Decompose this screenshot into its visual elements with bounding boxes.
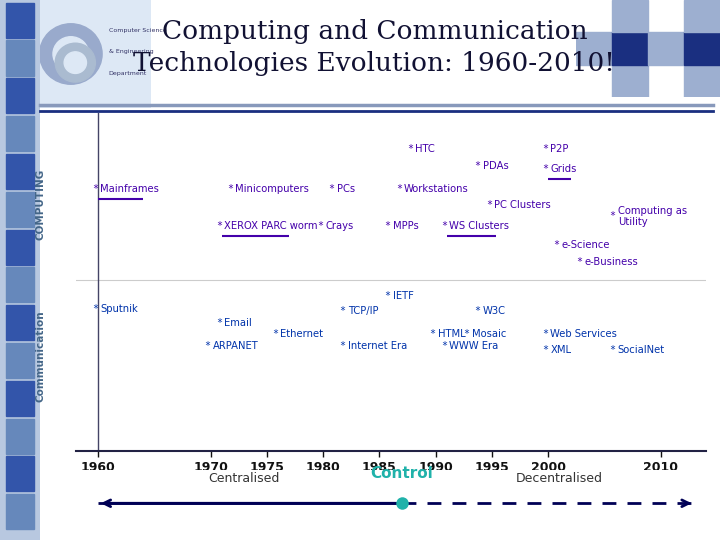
- Bar: [648, 32, 684, 65]
- Text: *: *: [474, 306, 480, 316]
- Text: *: *: [396, 184, 402, 194]
- Text: Decentralised: Decentralised: [516, 472, 603, 485]
- Bar: [612, 32, 648, 65]
- Text: Technologies Evolution: 1960-2010!: Technologies Evolution: 1960-2010!: [133, 51, 616, 76]
- Circle shape: [40, 24, 102, 84]
- Text: *: *: [610, 211, 616, 221]
- Text: *: *: [441, 341, 447, 352]
- Text: *: *: [216, 221, 222, 232]
- Text: Department: Department: [109, 71, 147, 76]
- Text: *: *: [92, 184, 98, 194]
- Bar: [6, 494, 34, 529]
- Text: ARPANET: ARPANET: [213, 341, 258, 352]
- Text: XML: XML: [550, 345, 572, 355]
- Text: SocialNet: SocialNet: [618, 345, 665, 355]
- Bar: [6, 40, 34, 76]
- Text: Sputnik: Sputnik: [100, 304, 138, 314]
- Text: Minicomputers: Minicomputers: [235, 184, 309, 194]
- Text: PDAs: PDAs: [483, 161, 508, 171]
- Text: *: *: [216, 318, 222, 328]
- Text: & Engineering: & Engineering: [109, 49, 153, 55]
- Text: WS Clusters: WS Clusters: [449, 221, 509, 232]
- Text: *: *: [328, 184, 334, 194]
- Bar: [6, 78, 34, 113]
- Text: Internet Era: Internet Era: [348, 341, 407, 352]
- Circle shape: [55, 43, 95, 82]
- Bar: [6, 3, 34, 38]
- Text: *: *: [272, 329, 278, 340]
- Bar: [612, 0, 648, 32]
- Text: IETF: IETF: [393, 291, 414, 301]
- Bar: [6, 192, 34, 227]
- Text: HTML: HTML: [438, 329, 465, 340]
- Text: Mosaic: Mosaic: [472, 329, 506, 340]
- Text: e-Business: e-Business: [584, 257, 638, 267]
- Text: PCs: PCs: [336, 184, 355, 194]
- Text: *: *: [542, 144, 548, 154]
- Text: *: *: [384, 291, 390, 301]
- Text: Ethernet: Ethernet: [280, 329, 323, 340]
- Text: *: *: [407, 144, 413, 154]
- Text: PC Clusters: PC Clusters: [494, 199, 551, 210]
- Text: *: *: [430, 329, 436, 340]
- Text: *: *: [554, 240, 559, 250]
- Text: *: *: [542, 345, 548, 355]
- Circle shape: [53, 37, 89, 71]
- Text: *: *: [317, 221, 323, 232]
- Text: COMPUTING: COMPUTING: [36, 169, 46, 240]
- Text: Control: Control: [371, 465, 433, 481]
- Bar: [6, 418, 34, 454]
- Text: *: *: [227, 184, 233, 194]
- Text: Computer Science: Computer Science: [109, 28, 166, 33]
- Text: *: *: [204, 341, 210, 352]
- Text: Communication: Communication: [36, 310, 46, 402]
- Text: MPPs: MPPs: [393, 221, 418, 232]
- Text: *: *: [542, 329, 548, 340]
- Text: P2P: P2P: [550, 144, 569, 154]
- Bar: [6, 381, 34, 416]
- Text: *: *: [340, 306, 346, 316]
- Text: Workstations: Workstations: [404, 184, 469, 194]
- Text: *: *: [92, 304, 98, 314]
- Text: *: *: [464, 329, 469, 340]
- Bar: [684, 0, 720, 32]
- Circle shape: [64, 52, 86, 73]
- Bar: [6, 230, 34, 265]
- Bar: [6, 456, 34, 491]
- Text: *: *: [340, 341, 346, 352]
- Text: Mainframes: Mainframes: [100, 184, 159, 194]
- Text: *: *: [474, 161, 480, 171]
- Text: XEROX PARC worm: XEROX PARC worm: [224, 221, 318, 232]
- Bar: [6, 267, 34, 302]
- Bar: [684, 65, 720, 97]
- Text: WWW Era: WWW Era: [449, 341, 498, 352]
- Text: Grids: Grids: [550, 164, 577, 174]
- Bar: [684, 32, 720, 65]
- Bar: [6, 343, 34, 378]
- Text: e-Science: e-Science: [562, 240, 610, 250]
- Text: Computing as
Utility: Computing as Utility: [618, 206, 687, 227]
- Bar: [6, 305, 34, 340]
- Text: Crays: Crays: [325, 221, 354, 232]
- Text: *: *: [486, 199, 492, 210]
- Text: *: *: [610, 345, 616, 355]
- Text: Centralised: Centralised: [209, 472, 280, 485]
- Text: HTC: HTC: [415, 144, 435, 154]
- Bar: [6, 154, 34, 189]
- Text: Email: Email: [224, 318, 252, 328]
- Text: Web Services: Web Services: [550, 329, 617, 340]
- Bar: [612, 65, 648, 97]
- Text: Computing and Communication: Computing and Communication: [161, 19, 588, 44]
- Bar: [576, 32, 612, 65]
- Text: *: *: [441, 221, 447, 232]
- Text: *: *: [576, 257, 582, 267]
- Text: W3C: W3C: [483, 306, 506, 316]
- Text: *: *: [542, 164, 548, 174]
- Text: *: *: [384, 221, 390, 232]
- Text: TCP/IP: TCP/IP: [348, 306, 378, 316]
- Bar: [6, 116, 34, 151]
